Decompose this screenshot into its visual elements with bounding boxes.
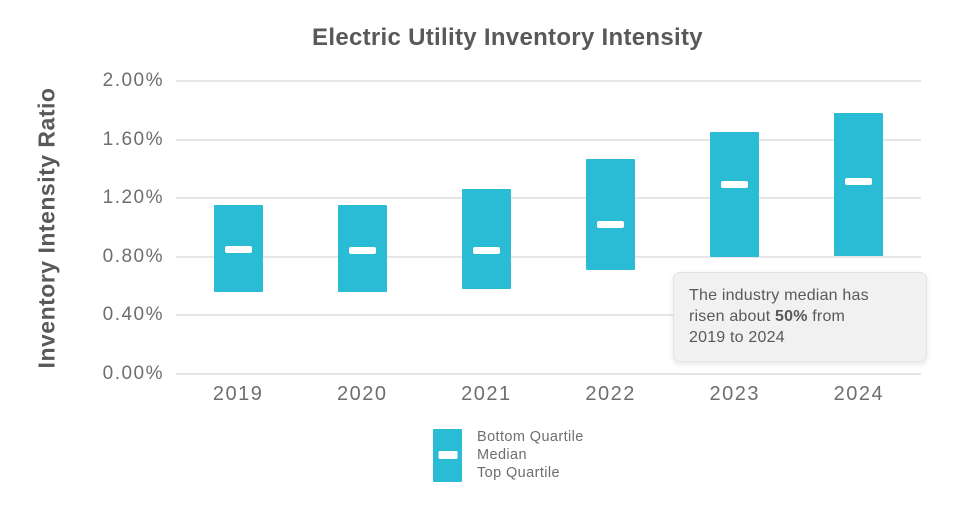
x-tick-label-2023: 2023 xyxy=(709,383,760,405)
y-tick-label-0.40%: 0.40% xyxy=(102,304,164,325)
legend-quartile-swatch xyxy=(433,428,462,482)
x-tick-label-2019: 2019 xyxy=(212,383,264,405)
gridline-1.20% xyxy=(176,197,921,199)
y-tick-label-1.20%: 1.20% xyxy=(102,187,164,208)
y-tick-label-0.80%: 0.80% xyxy=(102,245,164,267)
gridline-0.40% xyxy=(176,314,921,316)
gridline-0.80% xyxy=(176,255,921,258)
legend-label-median: Median xyxy=(477,447,527,463)
median-marker-2021 xyxy=(472,247,500,255)
legend: Bottom Quartile Median Top Quartile xyxy=(433,428,584,482)
annotation-box: The industry median has risen about 50% … xyxy=(673,272,927,362)
median-marker-2024 xyxy=(845,178,873,186)
chart-title: Electric Utility Inventory Intensity xyxy=(312,24,703,51)
quartile-range-bar-2021 xyxy=(461,189,511,289)
y-tick-label-0.00%: 0.00% xyxy=(102,362,164,384)
gridline-1.60% xyxy=(176,138,921,141)
quartile-range-bar-2023 xyxy=(710,132,760,257)
annotation-line: 2019 to 2024 xyxy=(689,329,785,346)
legend-label-bottom-quartile: Bottom Quartile xyxy=(477,429,584,445)
median-marker-2020 xyxy=(348,247,376,255)
median-marker-2019 xyxy=(224,245,252,253)
x-tick-label-2021: 2021 xyxy=(461,383,512,405)
legend-median-dash-icon xyxy=(438,451,457,459)
annotation-line: risen about 50% from xyxy=(689,308,846,325)
gridline-0.00% xyxy=(176,372,921,375)
legend-label-top-quartile: Top Quartile xyxy=(477,465,560,481)
x-tick-label-2022: 2022 xyxy=(585,383,636,405)
median-marker-2022 xyxy=(597,220,625,228)
annotation-line: The industry median has xyxy=(689,287,869,304)
quartile-range-bar-2022 xyxy=(586,158,636,270)
median-marker-2023 xyxy=(721,181,749,189)
x-tick-label-2020: 2020 xyxy=(337,383,388,405)
plot-area xyxy=(176,80,921,375)
y-tick-label-2.00%: 2.00% xyxy=(102,70,164,91)
x-tick-label-2024: 2024 xyxy=(833,383,885,405)
gridline-2.00% xyxy=(176,80,921,82)
y-tick-label-1.60%: 1.60% xyxy=(102,128,164,150)
legend-labels: Bottom Quartile Median Top Quartile xyxy=(477,428,584,482)
